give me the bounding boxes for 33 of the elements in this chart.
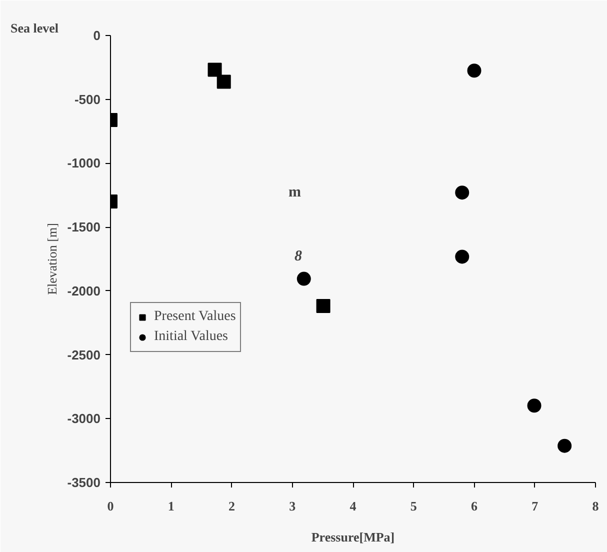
- x-tick-label: 1: [168, 498, 174, 514]
- x-tick-label: 8: [592, 498, 600, 514]
- point: [467, 64, 482, 78]
- y-tick-label: -500: [74, 92, 101, 107]
- point: [558, 438, 572, 453]
- x-tick-label: 4: [350, 498, 357, 514]
- y-axis-title: Elevation [m]: [44, 223, 60, 295]
- y-tick-label: 0: [93, 28, 101, 43]
- point: [455, 250, 470, 264]
- point: [216, 74, 231, 89]
- y-tick-label: -3000: [67, 411, 100, 426]
- point: [208, 62, 222, 77]
- annotation: m: [288, 184, 302, 200]
- y-tick-label: -2000: [67, 283, 100, 298]
- x-tick-label: 3: [289, 498, 296, 514]
- y-tick-label: -3500: [67, 475, 100, 490]
- x-axis-title: Pressure[MPa]: [311, 530, 395, 544]
- x-tick-label: 6: [471, 498, 478, 514]
- y-tick-label: -1500: [67, 220, 100, 235]
- x-tick-label: 0: [107, 498, 114, 514]
- point: [296, 272, 311, 286]
- x-tick-label: 5: [410, 498, 418, 514]
- text: Sea level: [10, 20, 59, 36]
- point: [455, 186, 470, 200]
- annotation: 8: [294, 248, 302, 264]
- y-tick-label: -1000: [67, 156, 100, 171]
- legend-label: Present Values: [154, 309, 236, 325]
- legend-label: Initial Values: [154, 329, 228, 345]
- x-tick-label: 2: [228, 498, 235, 514]
- point: [527, 398, 542, 413]
- y-tick-label: -2500: [67, 347, 100, 362]
- x-tick-label: 7: [532, 498, 539, 514]
- point: [316, 299, 330, 313]
